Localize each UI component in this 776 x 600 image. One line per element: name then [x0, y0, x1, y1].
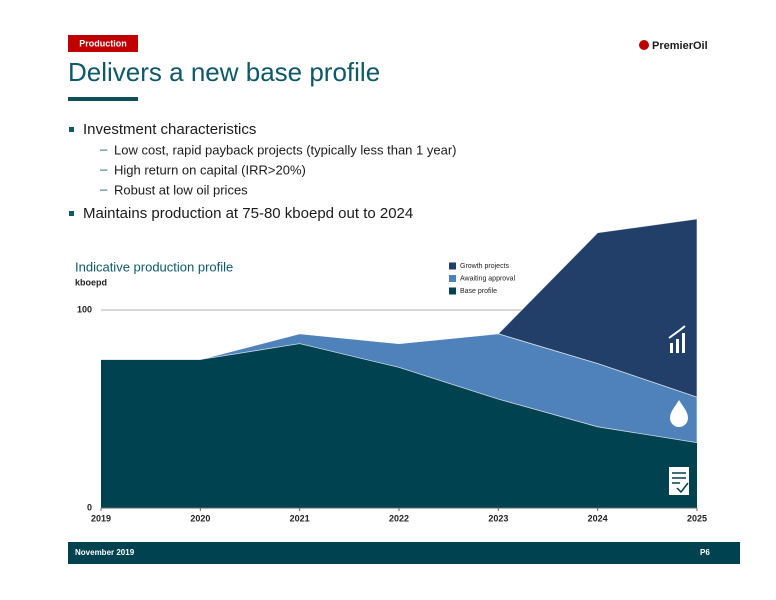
document-icon: [669, 467, 689, 495]
icons: [668, 325, 689, 495]
area: [101, 343, 697, 508]
oil-icon: [670, 400, 688, 427]
chart-title: Indicative production profile: [75, 259, 233, 274]
x-tick-label: 2022: [389, 513, 409, 523]
legend-swatch: [449, 287, 456, 295]
tag: Production: [79, 38, 127, 48]
bullets: Investment characteristics– Low cost, rap…: [69, 121, 457, 222]
bullet: Investment characteristics: [83, 121, 256, 138]
x-tick-label: 2021: [290, 513, 310, 523]
x-tick-label: 2023: [488, 513, 508, 523]
area: [101, 218, 698, 398]
legend-label: Awaiting approval: [460, 275, 516, 282]
tag-box: [68, 35, 138, 52]
sub-bullet: High return on capital (IRR>20%): [114, 162, 306, 177]
legend-swatch: [449, 275, 456, 282]
bullet-marker: [69, 211, 74, 216]
title: Delivers a new base profile: [68, 57, 380, 87]
sub-bullet: Robust at low oil prices: [114, 182, 248, 197]
chart: Indicative production profile kboepd 0 10…: [75, 218, 707, 523]
bullet-marker: [69, 127, 74, 132]
footer-bar: [68, 542, 740, 564]
title-rule: [68, 97, 138, 101]
y-tick-label: 100: [77, 304, 92, 314]
y-label: kboepd: [75, 277, 107, 287]
sub-dash: –: [100, 161, 108, 176]
logo-icon: [639, 40, 649, 50]
y-tick-label: 0: [87, 502, 92, 512]
sub-bullet: Low cost, rapid payback projects (typica…: [114, 142, 457, 157]
legend-label: Growth projects: [460, 263, 510, 270]
logo: PremierOil: [652, 40, 708, 52]
legend-label: Base profile: [460, 288, 497, 295]
legend-swatch: [449, 262, 456, 270]
x-tick-label: 2025: [687, 513, 707, 523]
footer-date: November 2019: [75, 548, 135, 557]
x-tick-label: 2024: [588, 513, 608, 523]
bullet: Maintains production at 75-80 kboepd out…: [83, 205, 413, 222]
footer-page: P6: [700, 548, 710, 557]
sub-dash: –: [100, 181, 108, 196]
growth-icon: [668, 325, 686, 353]
sub-dash: –: [100, 141, 108, 156]
x-tick-label: 2020: [190, 513, 210, 523]
x-tick-label: 2019: [91, 513, 111, 523]
